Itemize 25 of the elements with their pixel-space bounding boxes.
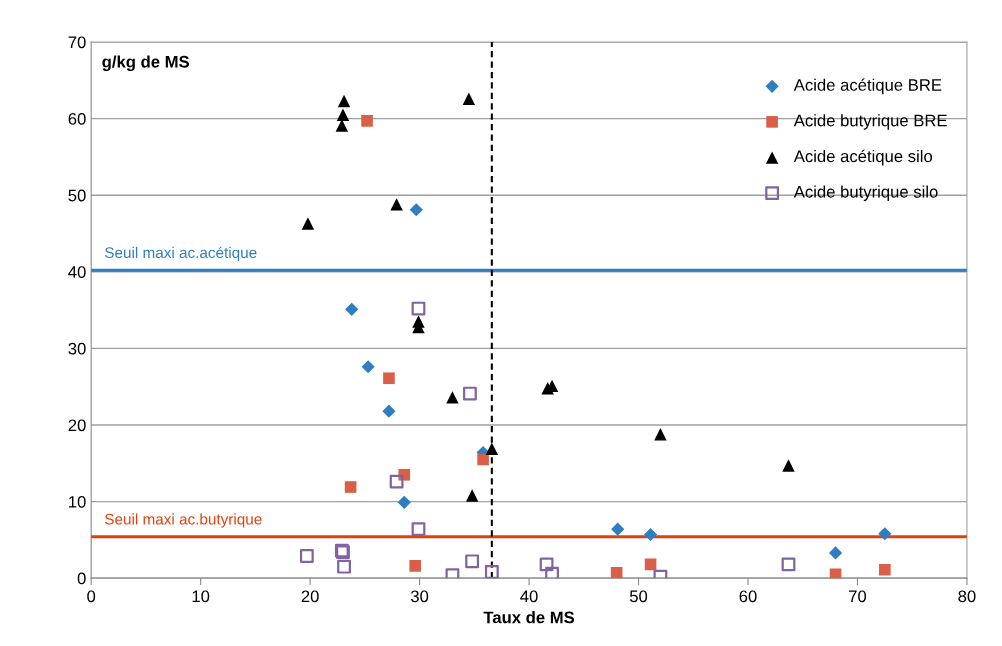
y-tick-label: 40: [68, 266, 86, 278]
x-tick-label: 20: [301, 590, 319, 603]
y-tick-label: 30: [68, 342, 86, 355]
y-axis-title: g/kg de MS: [102, 55, 190, 71]
x-tick-label: 10: [192, 590, 210, 603]
ref-line-label: Seuil maxi ac.butyrique: [105, 513, 262, 528]
y-tick-label: 60: [68, 112, 86, 125]
legend-label: Acide acétique BRE: [793, 78, 942, 95]
y-tick-label: 70: [68, 36, 86, 49]
y-tick-label: 10: [69, 495, 86, 508]
legend-label: Acide acétique silo: [793, 149, 933, 166]
x-tick-label: 50: [629, 590, 648, 603]
x-tick-label: 80: [958, 590, 976, 603]
x-tick-label: 0: [87, 590, 96, 603]
legend-label: Acide butyrique BRE: [793, 114, 947, 130]
x-tick-label: 60: [739, 590, 757, 603]
legend-label: Acide butyrique silo: [793, 185, 938, 201]
y-tick-label: 0: [77, 572, 86, 585]
y-tick-label: 20: [68, 419, 86, 432]
x-tick-label: 40: [520, 590, 538, 603]
x-axis-title: Taux de MS: [483, 611, 575, 624]
y-tick-label: 50: [68, 189, 86, 202]
ref-line-label: Seuil maxi ac.acétique: [105, 246, 257, 262]
x-tick-label: 30: [410, 590, 429, 603]
x-tick-label: 70: [849, 590, 867, 603]
